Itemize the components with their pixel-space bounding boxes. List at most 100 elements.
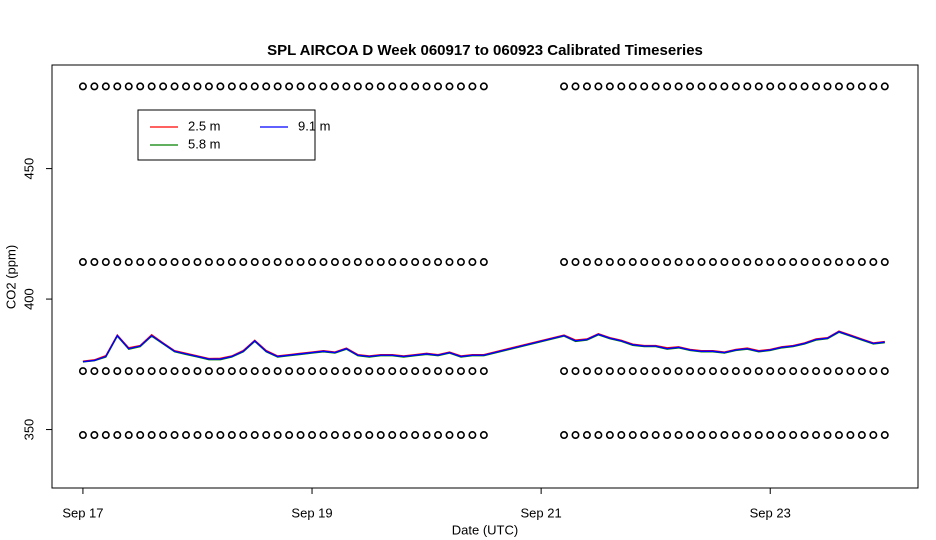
marker [353,258,362,267]
x-tick-label: Sep 23 [750,505,791,520]
marker [754,431,763,440]
marker [812,82,821,91]
marker [124,258,133,267]
marker [686,258,695,267]
marker [101,82,110,91]
marker [720,431,729,440]
marker [754,367,763,376]
marker [834,367,843,376]
marker [159,82,168,91]
marker [159,367,168,376]
marker [857,258,866,267]
marker [227,367,236,376]
marker [582,367,591,376]
marker [182,258,191,267]
marker [812,431,821,440]
y-tick-label: 350 [21,419,36,441]
marker [319,258,328,267]
marker [101,431,110,440]
marker [239,367,248,376]
marker [365,82,374,91]
y-tick-label: 400 [21,288,36,310]
marker [216,258,225,267]
marker [479,367,488,376]
marker [605,431,614,440]
marker [731,367,740,376]
marker [78,367,87,376]
marker [640,258,649,267]
marker [193,431,202,440]
marker [159,431,168,440]
marker [731,82,740,91]
marker [617,367,626,376]
marker [101,258,110,267]
marker [273,431,282,440]
marker [296,82,305,91]
marker [777,367,786,376]
marker [628,431,637,440]
marker [227,82,236,91]
marker [193,82,202,91]
marker [376,367,385,376]
marker [388,431,397,440]
legend-box [137,109,316,161]
marker [365,367,374,376]
marker [308,431,317,440]
marker [846,82,855,91]
marker [560,258,569,267]
marker [605,367,614,376]
marker [422,82,431,91]
marker [388,82,397,91]
marker [90,367,99,376]
marker [101,367,110,376]
y-tick-label: 450 [21,158,36,180]
marker [250,82,259,91]
marker [456,258,465,267]
marker [445,82,454,91]
marker [697,258,706,267]
marker [376,258,385,267]
marker [353,431,362,440]
marker [880,367,889,376]
marker [239,258,248,267]
marker [823,258,832,267]
marker [628,82,637,91]
marker [731,431,740,440]
marker [388,367,397,376]
marker [789,82,798,91]
marker [296,367,305,376]
x-tick-label: Sep 19 [291,505,332,520]
marker [766,431,775,440]
marker [262,367,271,376]
marker [846,367,855,376]
marker [376,82,385,91]
marker [388,258,397,267]
marker [743,367,752,376]
marker [800,367,809,376]
marker [720,82,729,91]
marker [434,431,443,440]
marker [640,367,649,376]
marker [90,82,99,91]
marker [857,82,866,91]
marker [720,367,729,376]
marker [812,258,821,267]
marker [159,258,168,267]
marker [308,82,317,91]
marker [686,431,695,440]
marker [353,82,362,91]
marker [560,367,569,376]
marker [124,367,133,376]
marker [674,82,683,91]
marker [617,258,626,267]
marker [239,82,248,91]
marker [582,258,591,267]
marker [743,82,752,91]
marker [743,431,752,440]
marker [182,82,191,91]
marker [651,82,660,91]
marker [227,431,236,440]
marker [777,431,786,440]
marker [560,431,569,440]
